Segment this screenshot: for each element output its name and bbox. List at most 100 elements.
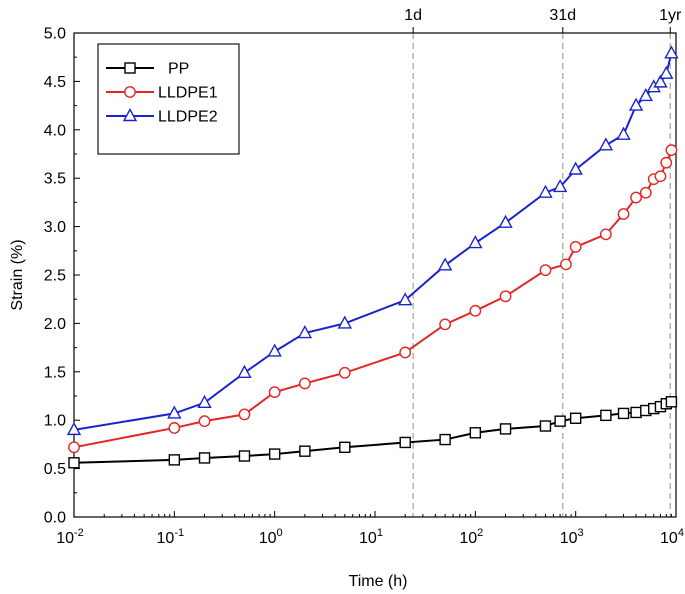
data-point-LLDPE2 <box>628 97 644 111</box>
data-point-LLDPE1 <box>439 318 452 331</box>
data-point-PP <box>617 407 630 420</box>
data-point-LLDPE2 <box>197 394 212 408</box>
data-point-PP <box>499 423 512 435</box>
data-point-LLDPE2 <box>297 325 313 339</box>
data-point-LLDPE2 <box>659 65 674 79</box>
x-tick-label: 104 <box>660 527 684 547</box>
y-tick-label: 0.0 <box>44 510 66 527</box>
series-line-PP <box>73 400 672 464</box>
legend-entry-LLDPE2: LLDPE2 <box>106 108 218 126</box>
data-point-LLDPE2 <box>552 178 568 193</box>
data-point-LLDPE2 <box>237 364 252 378</box>
data-point-PP <box>665 396 678 408</box>
data-point-LLDPE1 <box>539 264 552 277</box>
legend-label: LLDPE2 <box>158 109 218 126</box>
x-tick-label: 103 <box>560 527 584 547</box>
data-point-LLDPE1 <box>338 366 351 379</box>
reference-label-1yr: 1yr <box>659 7 682 24</box>
data-point-LLDPE2 <box>468 235 483 249</box>
y-tick-label: 3.5 <box>44 171 66 188</box>
legend-marker <box>124 86 136 98</box>
data-point-LLDPE2 <box>616 126 631 140</box>
data-point-LLDPE1 <box>599 228 612 241</box>
y-tick-label: 4.5 <box>44 74 66 91</box>
x-axis-title: Time (h) <box>349 573 408 590</box>
data-point-LLDPE1 <box>68 441 80 454</box>
data-point-LLDPE1 <box>469 304 482 317</box>
data-point-LLDPE1 <box>630 191 642 204</box>
data-point-LLDPE2 <box>538 184 553 198</box>
data-point-LLDPE2 <box>66 421 82 436</box>
data-point-PP <box>68 457 80 469</box>
series-LLDPE1 <box>68 144 678 454</box>
data-point-LLDPE1 <box>639 186 652 199</box>
data-point-PP <box>399 436 411 449</box>
y-tick-label: 4.0 <box>44 122 66 139</box>
data-point-PP <box>539 420 552 432</box>
reference-label-1d: 1d <box>404 7 422 24</box>
legend-marker <box>122 108 138 122</box>
data-point-LLDPE2 <box>664 45 679 59</box>
data-point-LLDPE2 <box>437 257 453 271</box>
legend-label: LLDPE1 <box>158 85 218 102</box>
y-tick-label: 5.0 <box>44 26 66 43</box>
x-tick-label: 10-2 <box>56 527 84 547</box>
data-point-PP <box>630 406 642 419</box>
series-PP <box>68 396 678 469</box>
y-axis-title: Strain (%) <box>9 239 26 310</box>
data-point-LLDPE2 <box>267 343 282 357</box>
data-point-LLDPE1 <box>168 422 181 434</box>
data-point-LLDPE2 <box>598 137 614 151</box>
data-point-LLDPE1 <box>399 346 412 359</box>
series-LLDPE2 <box>66 45 679 436</box>
data-point-PP <box>569 412 582 424</box>
y-tick-label: 3.0 <box>44 219 66 236</box>
data-point-PP <box>238 450 251 462</box>
data-point-LLDPE1 <box>654 170 667 183</box>
data-point-PP <box>198 452 211 464</box>
data-point-LLDPE1 <box>268 386 281 399</box>
data-point-LLDPE1 <box>660 156 673 169</box>
data-point-LLDPE1 <box>198 415 211 428</box>
data-point-PP <box>439 433 451 446</box>
reference-lines: 1d 31d 1yr <box>404 7 682 517</box>
axes: 0.0 0.5 1.0 1.5 2.0 2.5 3.0 3.5 4.0 4.5 5.0 10-2 10-… <box>44 26 684 548</box>
y-tick-label: 0.5 <box>44 461 66 478</box>
data-point-PP <box>339 441 351 454</box>
data-point-LLDPE1 <box>617 208 630 220</box>
data-point-PP <box>469 427 482 439</box>
x-tick-label: 10-1 <box>157 527 185 547</box>
series-line-LLDPE1 <box>73 149 673 449</box>
data-point-LLDPE2 <box>337 315 352 329</box>
legend-entry-PP: PP <box>106 61 189 78</box>
series-layer <box>66 45 679 469</box>
data-point-LLDPE2 <box>638 87 653 102</box>
data-point-LLDPE2 <box>167 405 182 419</box>
data-point-LLDPE2 <box>398 292 413 306</box>
x-tick-label: 101 <box>359 527 383 547</box>
y-tick-label: 1.5 <box>44 364 66 381</box>
data-point-PP <box>600 409 612 422</box>
legend-box <box>97 43 240 155</box>
data-point-LLDPE1 <box>238 408 251 421</box>
x-tick-label: 102 <box>459 527 483 547</box>
data-point-LLDPE2 <box>498 214 513 228</box>
x-tick-label: 100 <box>259 527 283 547</box>
data-point-LLDPE1 <box>499 290 512 303</box>
data-point-LLDPE1 <box>569 241 582 253</box>
data-point-LLDPE1 <box>298 377 311 390</box>
reference-label-31d: 31d <box>549 7 576 24</box>
data-point-PP <box>554 415 566 427</box>
data-point-PP <box>268 448 281 460</box>
data-point-LLDPE2 <box>568 161 583 175</box>
data-point-LLDPE1 <box>560 258 572 271</box>
legend-marker <box>124 62 136 74</box>
data-point-LLDPE1 <box>665 144 678 157</box>
data-point-PP <box>299 445 311 457</box>
legend: PP LLDPE1 LLDPE2 <box>97 43 240 155</box>
y-tick-label: 1.0 <box>44 413 66 430</box>
data-point-PP <box>168 454 181 466</box>
y-tick-label: 2.5 <box>44 268 66 285</box>
y-tick-label: 2.0 <box>44 316 66 333</box>
